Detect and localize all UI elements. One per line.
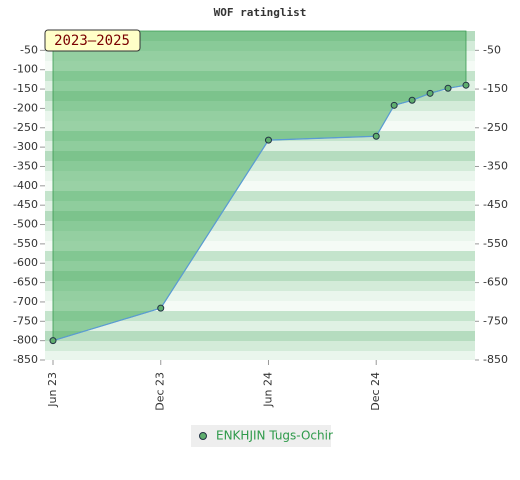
point: [264, 136, 272, 144]
x-tick-label: Jun 24: [261, 372, 274, 408]
stripe: [45, 221, 475, 231]
y-tick-label: -850: [13, 353, 38, 366]
chart-title: WOF ratinglist: [214, 6, 307, 19]
y2-tick-label: -850: [483, 353, 508, 366]
y-tick-label: -750: [13, 314, 38, 327]
y-tick-label: -100: [13, 63, 38, 76]
y2-tick-label: -550: [483, 237, 508, 250]
stripe: [45, 161, 475, 171]
stripe: [45, 291, 475, 301]
point: [426, 89, 434, 97]
stripe: [45, 181, 475, 191]
stripe: [45, 231, 475, 241]
stripe: [45, 171, 475, 181]
point: [49, 337, 57, 345]
stripe: [45, 191, 475, 201]
y-tick-label: -550: [13, 237, 38, 250]
stripe: [45, 341, 475, 351]
y-tick-label: -500: [13, 218, 38, 231]
plot: -50 -100 -150 -200 -250 -300 -350 -400 -450 -500 -…: [13, 30, 508, 411]
legend-label: ENKHJIN Tugs-Ochir: [216, 429, 333, 443]
stripe: [45, 331, 475, 341]
y2-tick-label: -50: [483, 43, 501, 56]
y-tick-label: -800: [13, 334, 38, 347]
point: [390, 101, 398, 109]
x-tick-label: Dec 23: [154, 372, 167, 411]
point: [462, 81, 470, 89]
y-tick-label: -250: [13, 121, 38, 134]
stripe: [45, 201, 475, 211]
y-tick-label: -600: [13, 256, 38, 269]
annotation: 2023–2025: [54, 33, 130, 49]
y-tick-label: -50: [20, 43, 38, 56]
stripe: [45, 251, 475, 261]
stripe: [45, 151, 475, 161]
point: [444, 84, 452, 92]
y2-tick-label: -150: [483, 82, 508, 95]
x-tick-label: Jun 23: [46, 372, 59, 408]
y2-tick-label: -750: [483, 314, 508, 327]
stripe: [45, 211, 475, 221]
y2-tick-label: -250: [483, 121, 508, 134]
y-tick-label: -700: [13, 295, 38, 308]
y-tick-label: -150: [13, 82, 38, 95]
y-tick-label: -350: [13, 159, 38, 172]
stripe: [45, 241, 475, 251]
y-tick-label: -300: [13, 140, 38, 153]
point: [372, 132, 380, 140]
stripe: [45, 311, 475, 321]
annotation-box: [44, 29, 141, 52]
stripe: [45, 351, 475, 360]
y-tick-label: -650: [13, 276, 38, 289]
stripe: [45, 321, 475, 331]
y2-tick-label: -450: [483, 198, 508, 211]
legend-marker: [199, 432, 207, 440]
y-tick-label: -450: [13, 198, 38, 211]
point: [157, 304, 165, 312]
x-tick-label: Dec 24: [369, 372, 382, 411]
stripe: [45, 271, 475, 281]
stripe: [45, 301, 475, 311]
y-tick-label: -400: [13, 179, 38, 192]
y2-tick-label: -650: [483, 276, 508, 289]
stripe: [45, 281, 475, 291]
legend: [191, 425, 331, 447]
stripe: [45, 261, 475, 271]
point: [408, 96, 416, 104]
y2-tick-label: -350: [483, 159, 508, 172]
y-tick-label: -200: [13, 101, 38, 114]
